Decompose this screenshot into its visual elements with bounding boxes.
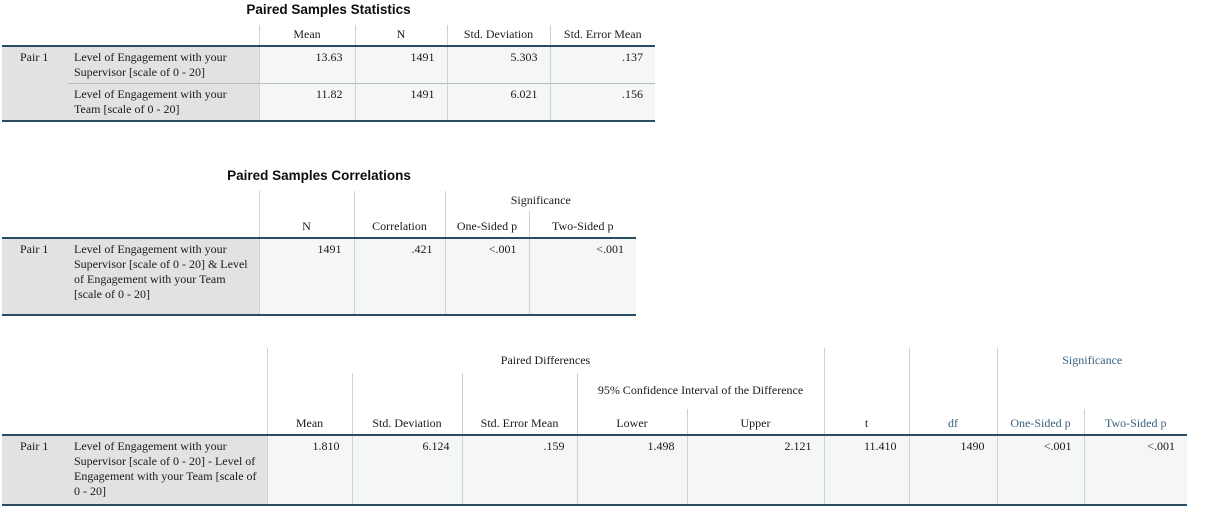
pair-label: Pair 1 bbox=[2, 238, 68, 315]
cell-std-deviation: 5.303 bbox=[446, 46, 550, 84]
table-row: Pair 1 Level of Engagement with your Sup… bbox=[2, 435, 1187, 505]
cell-mean: 1.810 bbox=[266, 435, 352, 505]
cell-correlation: .421 bbox=[353, 238, 445, 315]
spanner-empty-std-error-mean bbox=[461, 373, 577, 409]
col-header-mean: Mean bbox=[258, 25, 355, 47]
paired-samples-statistics-section: Paired Samples Statistics Mean N Std. De… bbox=[2, 2, 655, 122]
col-header-mean: Mean bbox=[266, 409, 352, 436]
paired-samples-test-section: Paired Differences Significance 95% Conf… bbox=[2, 348, 1187, 506]
cell-std-deviation: 6.124 bbox=[351, 435, 462, 505]
table-row: Pair 1 Level of Engagement with your Sup… bbox=[2, 238, 636, 315]
col-header-n: N bbox=[258, 191, 354, 239]
table-title: Paired Samples Correlations bbox=[227, 168, 411, 183]
cell-std-error-mean: .159 bbox=[461, 435, 577, 505]
cell-std-error-mean: .156 bbox=[549, 83, 655, 121]
cell-n: 1491 bbox=[354, 46, 447, 84]
spanner-empty-t-2 bbox=[823, 373, 909, 409]
cell-mean: 11.82 bbox=[258, 83, 355, 121]
cell-lower: 1.498 bbox=[576, 435, 687, 505]
col-header-t: t bbox=[823, 409, 909, 436]
col-header-two-sided-p: Two-Sided p bbox=[1083, 409, 1187, 436]
cell-std-deviation: 6.021 bbox=[446, 83, 550, 121]
cell-mean: 13.63 bbox=[258, 46, 355, 84]
spanner-empty-t bbox=[823, 348, 909, 373]
paired-samples-statistics-table: Mean N Std. Deviation Std. Error Mean Pa… bbox=[2, 25, 655, 122]
paired-samples-correlations-table: N Correlation Significance One-Sided p T… bbox=[2, 191, 636, 316]
spanner-empty-std-deviation bbox=[351, 373, 462, 409]
row-label-supervisor-minus-team: Level of Engagement with your Supervisor… bbox=[68, 435, 267, 505]
paired-samples-test-table: Paired Differences Significance 95% Conf… bbox=[2, 348, 1187, 506]
spanner-header-row-2: 95% Confidence Interval of the Differenc… bbox=[2, 373, 1187, 409]
row-label-supervisor-and-team: Level of Engagement with your Supervisor… bbox=[68, 238, 259, 315]
stub-header-empty bbox=[2, 25, 259, 47]
column-header-row: Mean Std. Deviation Std. Error Mean Lowe… bbox=[2, 409, 1187, 436]
spanner-empty-df-2 bbox=[908, 373, 997, 409]
row-label-supervisor: Level of Engagement with your Supervisor… bbox=[68, 46, 259, 84]
cell-df: 1490 bbox=[908, 435, 997, 505]
spanner-empty-significance bbox=[996, 373, 1187, 409]
table-row: Level of Engagement with your Team [scal… bbox=[2, 83, 655, 121]
col-header-n: N bbox=[354, 25, 447, 47]
cell-t: 11.410 bbox=[823, 435, 909, 505]
paired-samples-correlations-section: Paired Samples Correlations N Correlatio… bbox=[2, 168, 636, 316]
col-header-std-error-mean: Std. Error Mean bbox=[461, 409, 577, 436]
spanner-significance: Significance bbox=[444, 191, 636, 211]
cell-upper: 2.121 bbox=[686, 435, 824, 505]
cell-two-sided-p: <.001 bbox=[1083, 435, 1187, 505]
cell-n: 1491 bbox=[258, 238, 354, 315]
cell-std-error-mean: .137 bbox=[549, 46, 655, 84]
col-header-std-error-mean: Std. Error Mean bbox=[549, 25, 655, 47]
pair-label: Pair 1 bbox=[2, 46, 68, 121]
cell-two-sided-p: <.001 bbox=[528, 238, 636, 315]
col-header-std-deviation: Std. Deviation bbox=[351, 409, 462, 436]
spanner-header-row: Paired Differences Significance bbox=[2, 348, 1187, 436]
column-header-row: One-Sided p Two-Sided p bbox=[2, 211, 636, 239]
cell-one-sided-p: <.001 bbox=[996, 435, 1084, 505]
spanner-header-row: N Correlation Significance bbox=[2, 191, 636, 239]
col-header-two-sided-p: Two-Sided p bbox=[528, 211, 636, 239]
col-header-lower: Lower bbox=[576, 409, 687, 436]
col-header-df: df bbox=[908, 409, 997, 436]
cell-n: 1491 bbox=[354, 83, 447, 121]
row-label-team: Level of Engagement with your Team [scal… bbox=[68, 83, 259, 121]
col-header-one-sided-p: One-Sided p bbox=[444, 211, 529, 239]
col-header-one-sided-p: One-Sided p bbox=[996, 409, 1084, 436]
pair-label: Pair 1 bbox=[2, 435, 68, 505]
col-header-correlation: Correlation bbox=[353, 191, 445, 239]
cell-one-sided-p: <.001 bbox=[444, 238, 529, 315]
column-header-row: Mean N Std. Deviation Std. Error Mean bbox=[2, 25, 655, 47]
spanner-empty-mean bbox=[266, 373, 352, 409]
spanner-paired-differences: Paired Differences bbox=[266, 348, 824, 373]
spanner-significance: Significance bbox=[996, 348, 1187, 373]
spanner-empty-df bbox=[908, 348, 997, 373]
stub-header-empty bbox=[2, 191, 259, 239]
col-header-upper: Upper bbox=[686, 409, 824, 436]
spanner-confidence-interval: 95% Confidence Interval of the Differenc… bbox=[576, 373, 824, 409]
stub-header-empty bbox=[2, 348, 267, 436]
table-title: Paired Samples Statistics bbox=[246, 2, 411, 17]
table-row: Pair 1 Level of Engagement with your Sup… bbox=[2, 46, 655, 121]
col-header-std-deviation: Std. Deviation bbox=[446, 25, 550, 47]
